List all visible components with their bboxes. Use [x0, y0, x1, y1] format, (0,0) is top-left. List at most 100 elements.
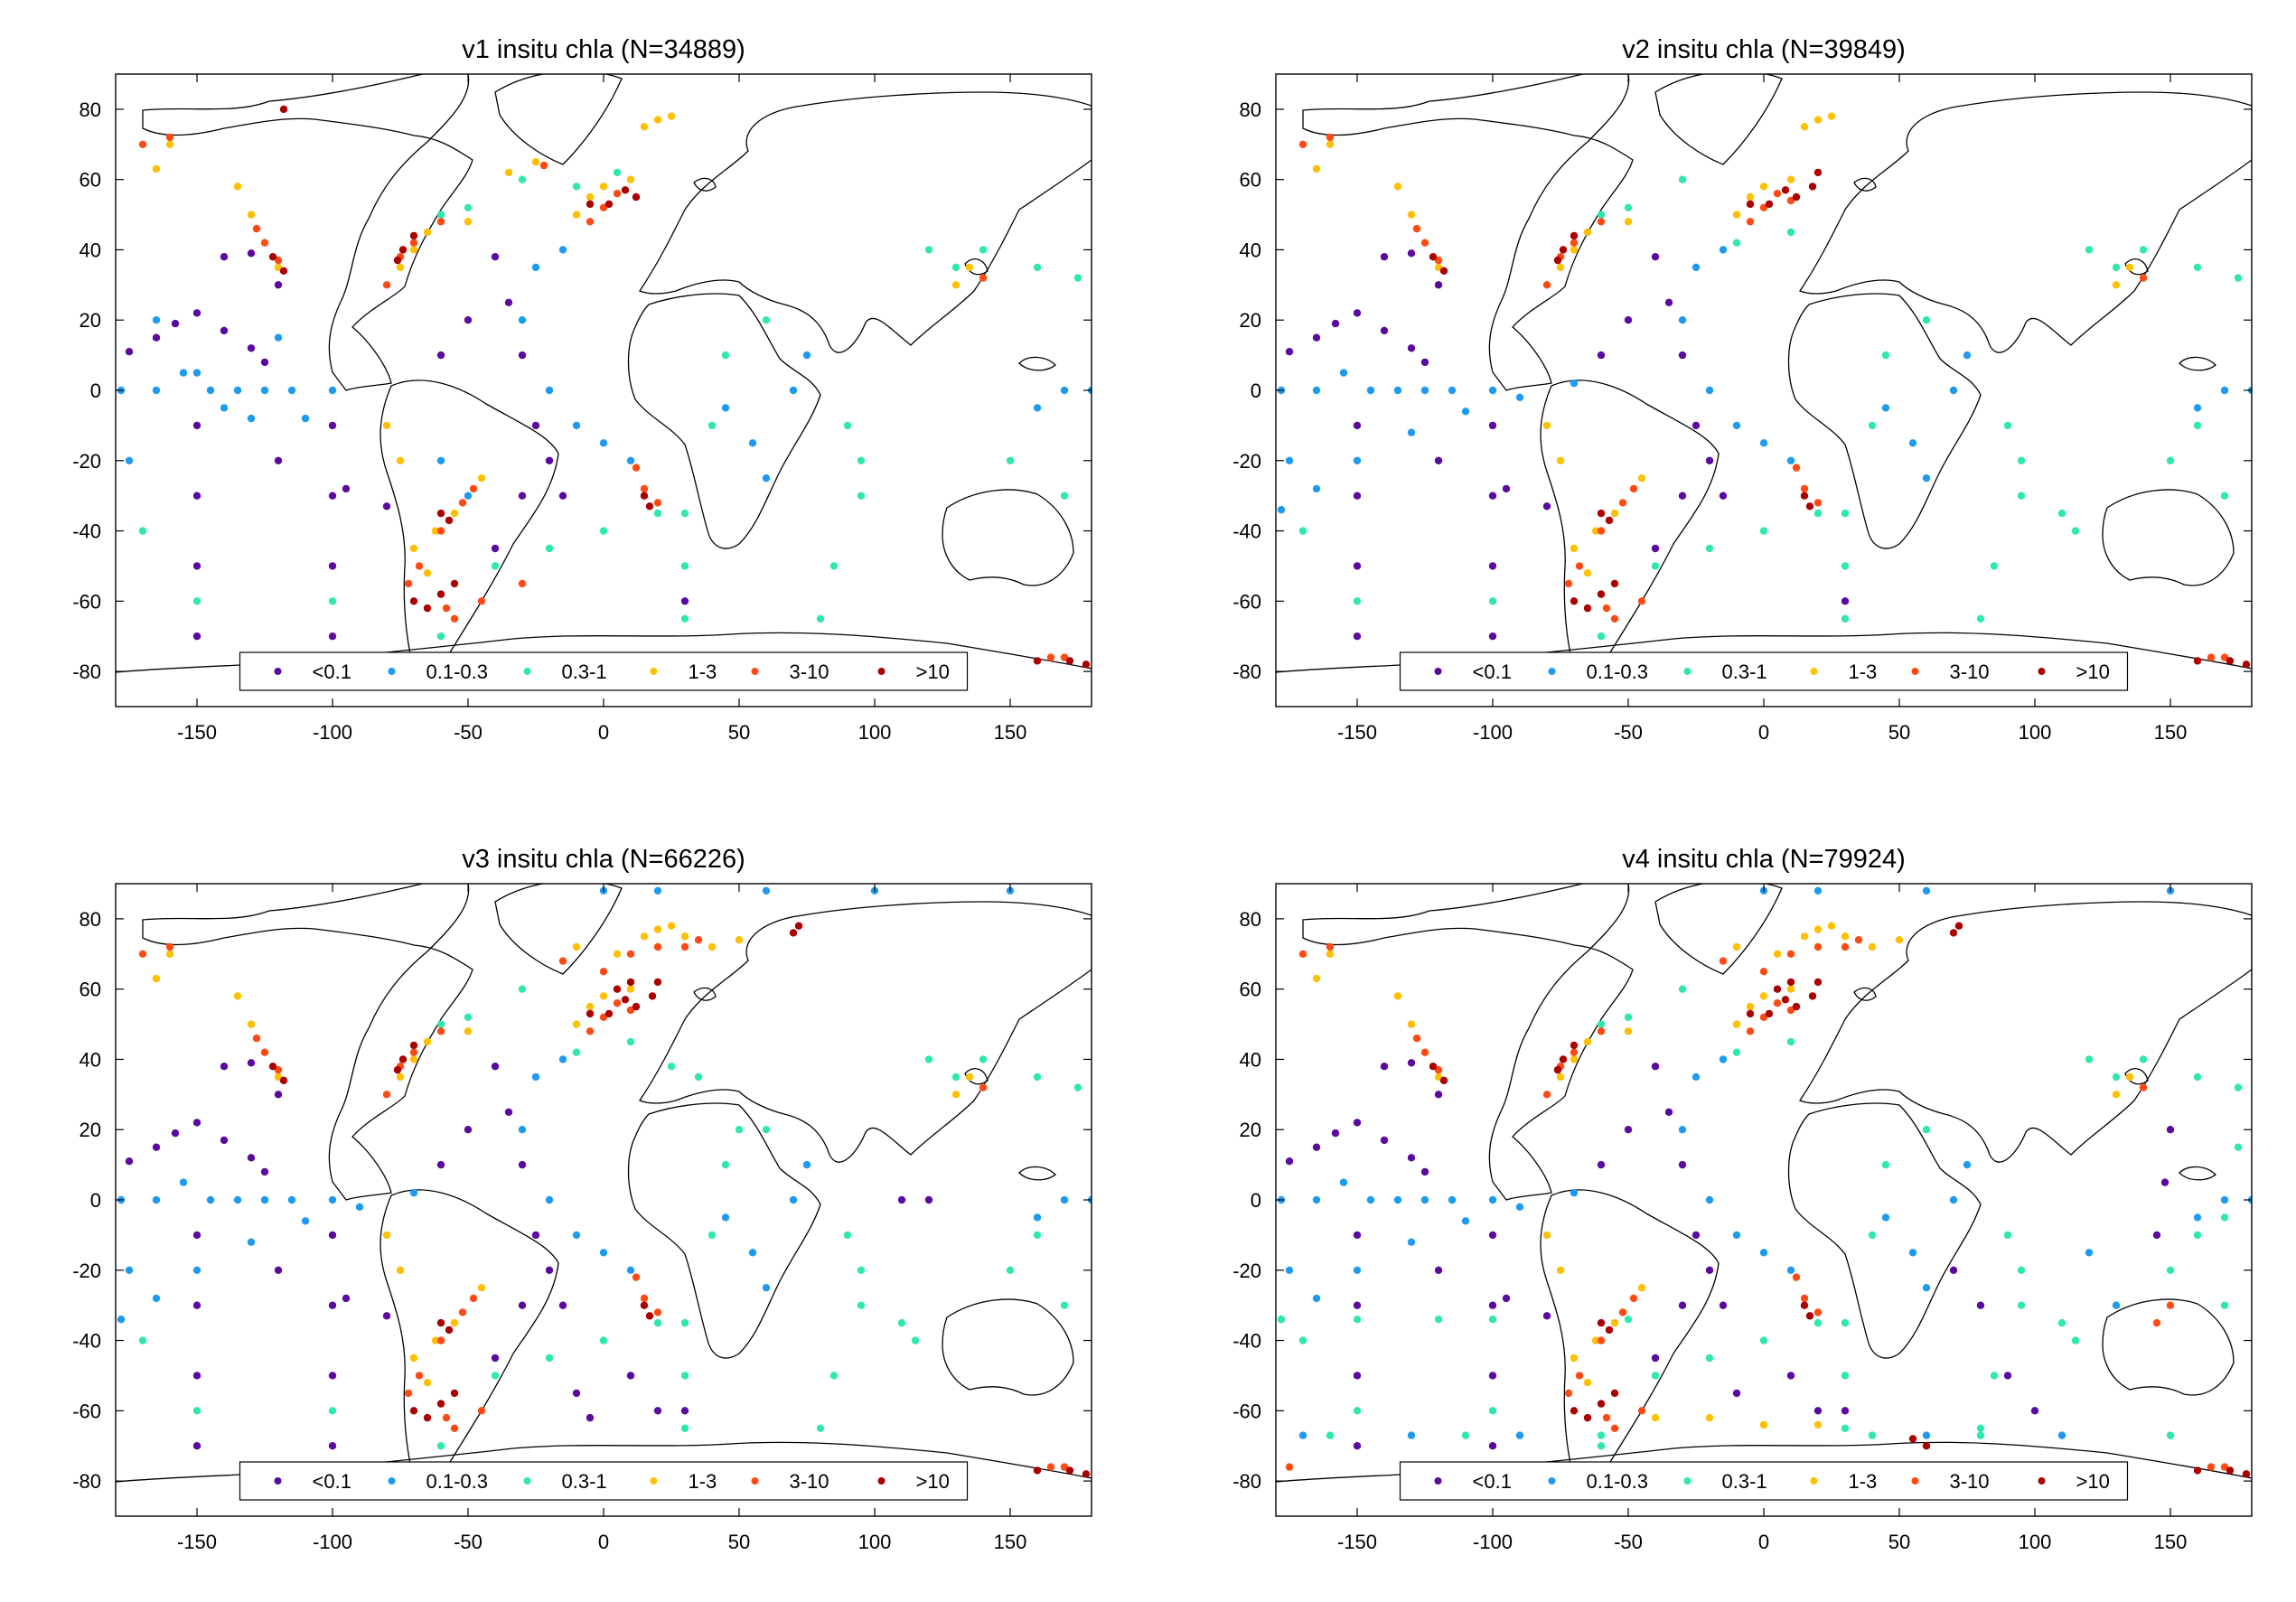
data-point [2220, 1195, 2229, 1204]
data-point [1331, 1129, 1340, 1138]
series-6 [1429, 168, 2251, 669]
data-point [436, 1318, 445, 1327]
y-tick-label: -60 [72, 1400, 101, 1422]
data-point [301, 1217, 310, 1225]
x-tick-label: 150 [2154, 721, 2188, 744]
data-point [1556, 263, 1565, 272]
data-point [393, 256, 402, 265]
data-point [531, 158, 540, 166]
data-point [1570, 379, 1579, 388]
data-point [2003, 421, 2012, 430]
data-point [572, 183, 581, 191]
x-tick-label: 50 [728, 721, 750, 744]
data-point [1605, 1326, 1614, 1335]
legend-marker [523, 668, 531, 675]
y-tick-label: 40 [1240, 239, 1261, 261]
legend-marker [2038, 1477, 2046, 1485]
data-point [1060, 1195, 1069, 1204]
data-point [1786, 1006, 1795, 1015]
data-point [632, 1273, 641, 1281]
data-point [1380, 1136, 1389, 1145]
data-point [1881, 404, 1890, 412]
data-point [1813, 886, 1823, 895]
chart-panel-3: v3 insitu chla (N=66226) -150 -100 -50 0 50 10… [72, 845, 1092, 1553]
data-point [1705, 1413, 1714, 1422]
data-point [1786, 1266, 1795, 1274]
data-point [409, 1354, 418, 1363]
plot-area [1276, 74, 2252, 707]
data-point [1065, 657, 1074, 665]
x-tick-label: 100 [858, 721, 892, 744]
series-1 [125, 249, 689, 641]
data-point [2071, 527, 2080, 535]
data-point [1637, 597, 1646, 605]
data-point [1868, 1231, 1877, 1240]
data-point [794, 922, 803, 930]
data-point [708, 421, 717, 430]
data-point [843, 421, 852, 430]
data-point [1434, 1065, 1443, 1074]
data-point [268, 253, 277, 261]
series-5 [138, 133, 1069, 661]
data-point [667, 922, 676, 930]
data-point [382, 1312, 391, 1320]
legend-label: 0.1-0.3 [1587, 660, 1649, 683]
data-point [632, 464, 641, 472]
data-point [491, 253, 500, 261]
y-tick-label: 20 [1240, 309, 1261, 332]
data-point [1732, 211, 1741, 219]
data-point [1046, 1463, 1055, 1471]
data-point [586, 218, 595, 226]
data-point [2234, 1083, 2243, 1091]
data-point [1786, 985, 1795, 993]
data-point [1976, 1424, 1985, 1432]
data-point [1583, 569, 1592, 577]
x-tick-label: -150 [1337, 721, 1377, 744]
data-point [1949, 1195, 1958, 1204]
data-point [1488, 1442, 1497, 1450]
data-point [1488, 1407, 1497, 1415]
data-point [613, 168, 622, 177]
data-point [1813, 1318, 1823, 1327]
data-point [1046, 653, 1055, 661]
data-point [125, 456, 134, 464]
legend-box [239, 1461, 969, 1501]
data-point [653, 499, 662, 507]
legend-marker [650, 668, 658, 675]
data-point [382, 1231, 391, 1240]
data-point [382, 502, 391, 511]
data-point [2193, 1466, 2202, 1475]
data-point [125, 1157, 134, 1166]
data-point [1434, 263, 1443, 272]
data-point [415, 562, 424, 570]
data-point [632, 192, 641, 201]
data-point [220, 326, 229, 335]
legend-marker [877, 668, 886, 675]
data-point [1326, 1431, 1335, 1439]
data-point [2112, 263, 2121, 272]
data-point [1692, 421, 1701, 430]
data-point [409, 231, 418, 240]
data-point [694, 1073, 703, 1082]
x-tick-label: 100 [858, 1531, 892, 1553]
data-point [1692, 1231, 1701, 1240]
data-point [816, 1424, 825, 1432]
data-point [1033, 404, 1042, 412]
data-point [1759, 1249, 1768, 1257]
data-point [1963, 351, 1972, 360]
data-point [653, 886, 662, 895]
data-point [1312, 484, 1321, 493]
y-tick-label: -20 [1232, 450, 1261, 473]
data-point [247, 1020, 256, 1028]
data-point [206, 1195, 215, 1204]
data-point [138, 950, 147, 958]
data-point [648, 992, 657, 1000]
data-point [450, 1318, 459, 1327]
data-point [604, 200, 614, 209]
data-point [1326, 942, 1335, 951]
data-point [965, 263, 974, 272]
x-tick-label: 150 [994, 721, 1027, 744]
chart-panel-4: v4 insitu chla (N=79924) -150 -100 -50 0 50 10… [1232, 845, 2253, 1553]
chart-panel-2: v2 insitu chla (N=39849) -150 -100 -50 0 50 10… [1232, 35, 2253, 744]
data-point [531, 421, 540, 430]
